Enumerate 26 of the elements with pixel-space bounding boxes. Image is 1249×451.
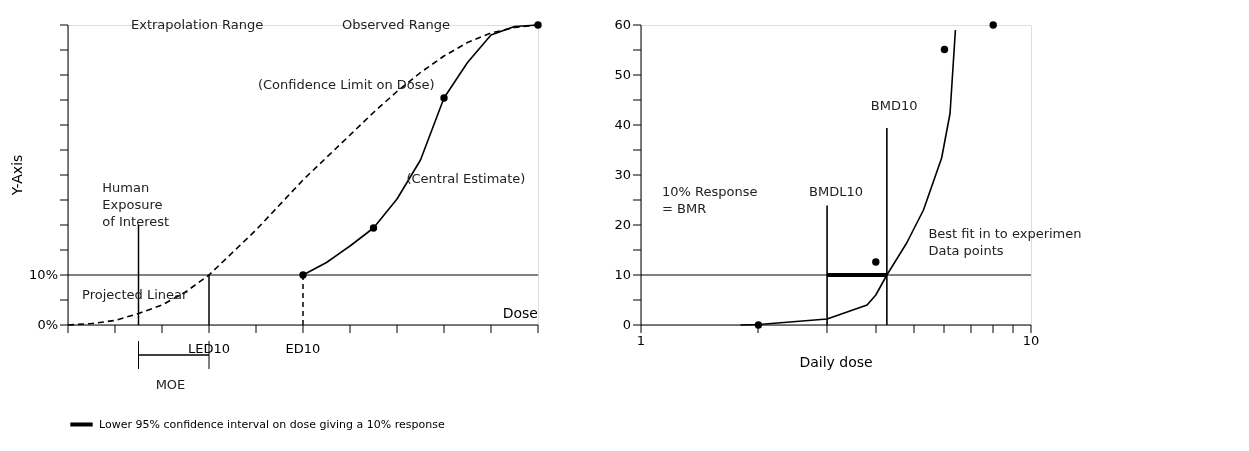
- y-tick-label: 10%: [29, 267, 58, 282]
- x-axis-title: Daily dose: [799, 354, 873, 370]
- annotation: Human Exposure of Interest: [102, 180, 170, 230]
- x-axis-title: Dose: [502, 305, 538, 321]
- y-tick-label: 40: [614, 117, 631, 132]
- annotation: (Confidence Limit on Dose): [257, 77, 435, 92]
- annotation: Extrapolation Range: [130, 17, 264, 32]
- y-tick-label: 30: [614, 167, 631, 182]
- y-tick-label: 50: [614, 67, 631, 82]
- y-tick-label: 10: [614, 267, 631, 282]
- x-tick-label: ED10: [285, 341, 321, 356]
- annotation: BMDL10: [809, 184, 863, 200]
- x-tick-label: LED10: [187, 341, 231, 356]
- y-tick-label: 60: [614, 17, 631, 32]
- y-axis-title: Y-Axis: [9, 154, 26, 197]
- annotation: BMD10: [870, 98, 918, 113]
- y-tick-label: 20: [614, 217, 631, 232]
- x-tick-label: 1: [636, 333, 646, 348]
- annotation: Best fit in to experimen Data points: [928, 225, 1082, 258]
- annotation: 10% Response = BMR: [662, 184, 758, 217]
- y-tick-label: 0: [622, 317, 631, 332]
- y-tick-label: 0%: [37, 317, 58, 332]
- legend-label: Lower 95% confidence interval on dose giving a 10% response: [99, 417, 445, 431]
- annotation: Observed Range: [342, 17, 450, 32]
- x-tick-label: 10: [1022, 333, 1040, 348]
- text: MOE: [155, 377, 186, 392]
